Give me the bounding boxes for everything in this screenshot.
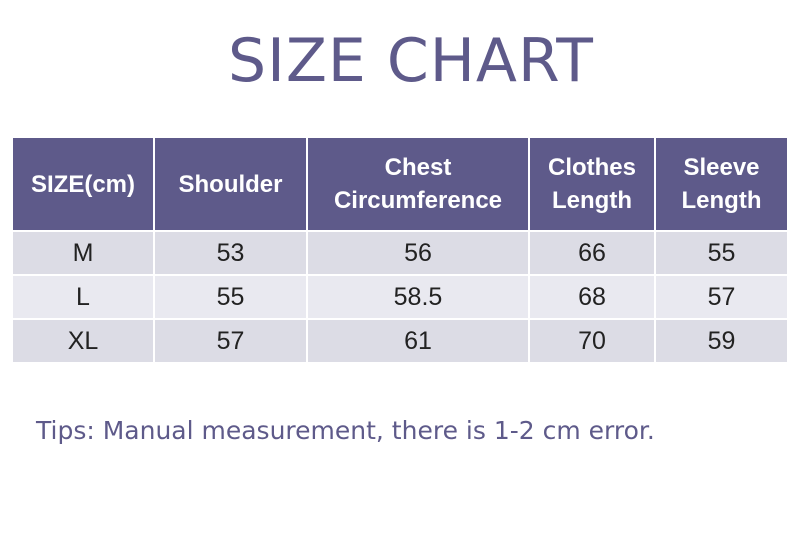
cell-clothes-length: 70 xyxy=(528,318,656,364)
cell-size: L xyxy=(11,274,155,320)
header-clothes-length: Clothes Length xyxy=(528,136,656,232)
cell-shoulder: 55 xyxy=(153,274,308,320)
header-shoulder-label: Shoulder xyxy=(178,170,283,198)
table-row: XL 57 61 70 59 xyxy=(11,318,789,364)
cell-sleeve-length: 55 xyxy=(654,230,789,276)
header-shoulder: Shoulder xyxy=(153,136,308,232)
table-row: L 55 58.5 68 57 xyxy=(11,274,789,320)
header-chest-line1: Chest xyxy=(384,154,452,181)
header-size: SIZE(cm) xyxy=(11,136,155,232)
cell-size: M xyxy=(11,230,155,276)
size-table: SIZE(cm) Shoulder Chest Circumference Cl… xyxy=(11,136,789,364)
header-sleeve-line2: Length xyxy=(681,187,762,214)
table-row: M 53 56 66 55 xyxy=(11,230,789,276)
cell-chest: 61 xyxy=(306,318,530,364)
header-clothes-line1: Clothes xyxy=(547,154,636,181)
header-sleeve-length: Sleeve Length xyxy=(654,136,789,232)
cell-chest: 56 xyxy=(306,230,530,276)
cell-sleeve-length: 59 xyxy=(654,318,789,364)
tips-note: Tips: Manual measurement, there is 1-2 c… xyxy=(36,416,655,445)
header-sleeve-line1: Sleeve xyxy=(683,154,760,181)
cell-sleeve-length: 57 xyxy=(654,274,789,320)
header-chest-line2: Circumference xyxy=(333,187,503,214)
header-clothes-line2: Length xyxy=(552,187,632,214)
cell-chest: 58.5 xyxy=(306,274,530,320)
cell-size: XL xyxy=(11,318,155,364)
page-title: SIZE CHART xyxy=(228,26,594,96)
header-chest-circumference: Chest Circumference xyxy=(306,136,530,232)
cell-shoulder: 53 xyxy=(153,230,308,276)
cell-shoulder: 57 xyxy=(153,318,308,364)
cell-clothes-length: 68 xyxy=(528,274,656,320)
header-size-label: SIZE(cm) xyxy=(30,170,135,198)
table-header-row: SIZE(cm) Shoulder Chest Circumference Cl… xyxy=(11,136,789,232)
cell-clothes-length: 66 xyxy=(528,230,656,276)
